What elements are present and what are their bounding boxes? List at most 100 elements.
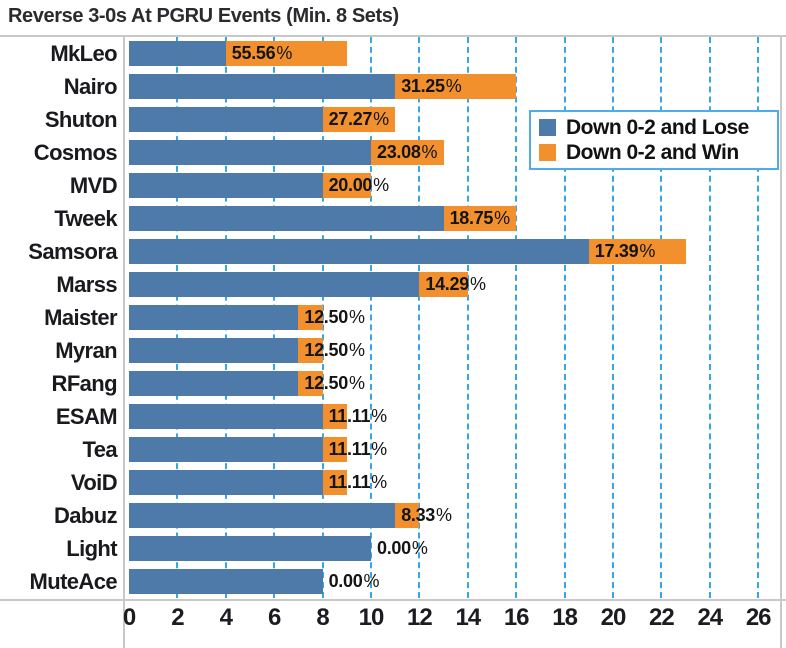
bar-segment-win [298, 371, 323, 396]
chart-title: Reverse 3-0s At PGRU Events (Min. 8 Sets… [8, 5, 399, 27]
category-label: Samsora [28, 239, 117, 264]
bar-segment-win [322, 404, 347, 429]
bar-percent-label: 8.33% [401, 505, 452, 525]
bar-percent-label: 14.29% [425, 274, 486, 294]
bar-row [129, 437, 347, 462]
category-label: MkLeo [50, 41, 117, 66]
bar-segment-lose [129, 371, 299, 396]
gridline [708, 37, 711, 598]
x-tick-label: 4 [219, 604, 233, 631]
bar-segment-win [322, 470, 347, 495]
legend-item-win: Down 0-2 and Win [539, 140, 769, 165]
bar-segment-win [395, 503, 420, 528]
gridline [321, 37, 324, 598]
bar-row [129, 470, 347, 495]
bar-percent-label: 12.50% [304, 373, 365, 393]
bar-segment-lose [129, 239, 589, 264]
bar-segment-lose [129, 536, 371, 561]
x-tick-label: 24 [697, 604, 723, 631]
bar-row [129, 371, 323, 396]
x-tick-label: 16 [503, 604, 530, 631]
bar-row [129, 140, 444, 165]
bar-percent-label: 0.00% [328, 571, 380, 591]
x-tick-label: 20 [600, 604, 627, 631]
bar-percent-label: 31.25% [401, 76, 462, 96]
bar-row [129, 206, 517, 231]
x-tick-label: 18 [552, 604, 578, 631]
bar-segment-win [298, 305, 323, 330]
legend-swatch-orange [539, 144, 556, 161]
bar-percent-label: 12.50% [304, 340, 365, 360]
bar-segment-lose [129, 206, 444, 231]
bar-segment-win [588, 239, 686, 264]
gridline [612, 37, 614, 598]
bar-segment-lose [129, 140, 371, 165]
bar-row [129, 41, 347, 66]
bar-segment-lose [129, 569, 323, 594]
bar-percent-label: 11.11% [328, 406, 388, 426]
category-label: Marss [56, 272, 117, 297]
bar-row [129, 272, 468, 297]
category-label: Dabuz [53, 503, 118, 528]
frame-line-right [780, 35, 782, 648]
bar-segment-win [298, 338, 323, 363]
bar-row [129, 173, 371, 198]
bar-segment-win [225, 41, 347, 66]
bar-percent-label: 27.27% [328, 109, 390, 129]
bar-segment-lose [129, 305, 299, 330]
frame-line-top [0, 35, 786, 37]
bar-row [129, 569, 323, 594]
bar-segment-lose [129, 272, 420, 297]
bar-segment-win [371, 140, 444, 165]
bar-row [129, 107, 396, 132]
bar-segment-lose [129, 470, 323, 495]
gridline [466, 37, 469, 598]
bar-row [129, 305, 323, 330]
bar-percent-label: 23.08% [377, 142, 438, 162]
bar-row [129, 239, 686, 264]
bar-segment-lose [129, 173, 323, 198]
legend-label-lose: Down 0-2 and Lose [566, 115, 749, 139]
gridline [370, 37, 372, 598]
category-axis: MkLeo Nairo Shuton Cosmos MVD Tweek Samsora Mar… [0, 37, 117, 598]
bar-percent-label: 11.11% [328, 439, 388, 459]
x-axis: 0 2 4 6 8 10 12 14 16 18 20 22 24 26 [123, 604, 786, 638]
category-label: MuteAce [29, 569, 118, 594]
x-tick-label: 26 [745, 604, 772, 631]
bar-segment-win [443, 206, 517, 231]
category-label: Tea [82, 437, 118, 462]
category-label: Shuton [44, 107, 118, 132]
category-label: Maister [44, 305, 117, 330]
x-tick-label: 22 [649, 604, 675, 631]
bar-segment-win [419, 272, 468, 297]
bar-segment-lose [129, 41, 226, 66]
x-tick-label: 2 [171, 604, 184, 631]
bar-segment-lose [129, 404, 323, 429]
x-tick-label: 8 [316, 604, 329, 631]
category-label: Cosmos [33, 140, 118, 165]
bar-segment-win [395, 74, 517, 99]
bar-row [129, 536, 371, 561]
bar-percent-label: 20.00% [328, 175, 390, 195]
bar-segment-win [322, 173, 371, 198]
bar-percent-label: 18.75% [449, 208, 511, 228]
bar-segment-win [322, 107, 396, 132]
x-tick-label: 10 [358, 604, 385, 631]
bar-percent-label: 11.11% [328, 472, 388, 492]
legend-label-win: Down 0-2 and Win [566, 140, 739, 164]
bar-percent-label: 17.39% [594, 241, 656, 261]
x-tick-label: 12 [407, 604, 433, 631]
legend: Down 0-2 and Lose Down 0-2 and Win [529, 110, 779, 170]
bar-row [129, 74, 517, 99]
category-label: Nairo [63, 74, 118, 99]
category-label: Light [66, 536, 117, 561]
plot-area: 55.56% 31.25% 27.27% 23.08% 20.00% 18.75% 17.3… [129, 37, 780, 598]
legend-item-lose: Down 0-2 and Lose [539, 115, 769, 140]
category-label: RFang [51, 371, 118, 396]
bar-row [129, 404, 347, 429]
bar-segment-lose [129, 107, 323, 132]
x-tick-label: 6 [268, 604, 281, 631]
bar-segment-win [322, 437, 347, 462]
bar-segment-lose [129, 338, 299, 363]
